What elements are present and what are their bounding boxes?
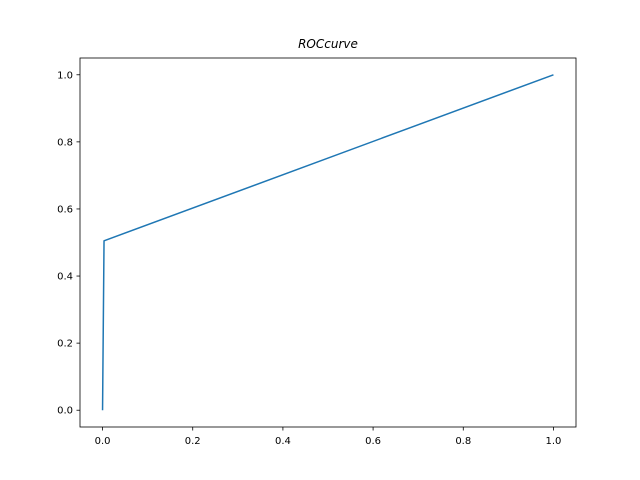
y-tick-label: 0.2 bbox=[57, 339, 73, 350]
series-group bbox=[101, 74, 554, 411]
y-tick-label: 0.4 bbox=[57, 272, 73, 283]
x-tick-label: 0.6 bbox=[365, 436, 381, 447]
x-tick-label: 0.2 bbox=[185, 436, 201, 447]
x-axis: 0.0 0.2 0.4 0.6 0.8 1.0 bbox=[95, 427, 562, 447]
x-tick-label: 0.0 bbox=[95, 436, 111, 447]
x-tick-label: 1.0 bbox=[546, 436, 562, 447]
y-tick-label: 0.8 bbox=[57, 137, 73, 148]
plot-area-frame bbox=[79, 57, 577, 428]
x-tick-label: 0.8 bbox=[455, 436, 471, 447]
y-axis: 0.0 0.2 0.4 0.6 0.8 1.0 bbox=[57, 70, 80, 417]
y-tick-label: 0.0 bbox=[57, 406, 73, 417]
roc-curve-line bbox=[101, 74, 554, 411]
y-tick-label: 1.0 bbox=[57, 70, 73, 81]
y-tick-label: 0.6 bbox=[57, 204, 73, 215]
chart-title: ROCcurve bbox=[298, 37, 358, 51]
x-tick-label: 0.4 bbox=[275, 436, 291, 447]
